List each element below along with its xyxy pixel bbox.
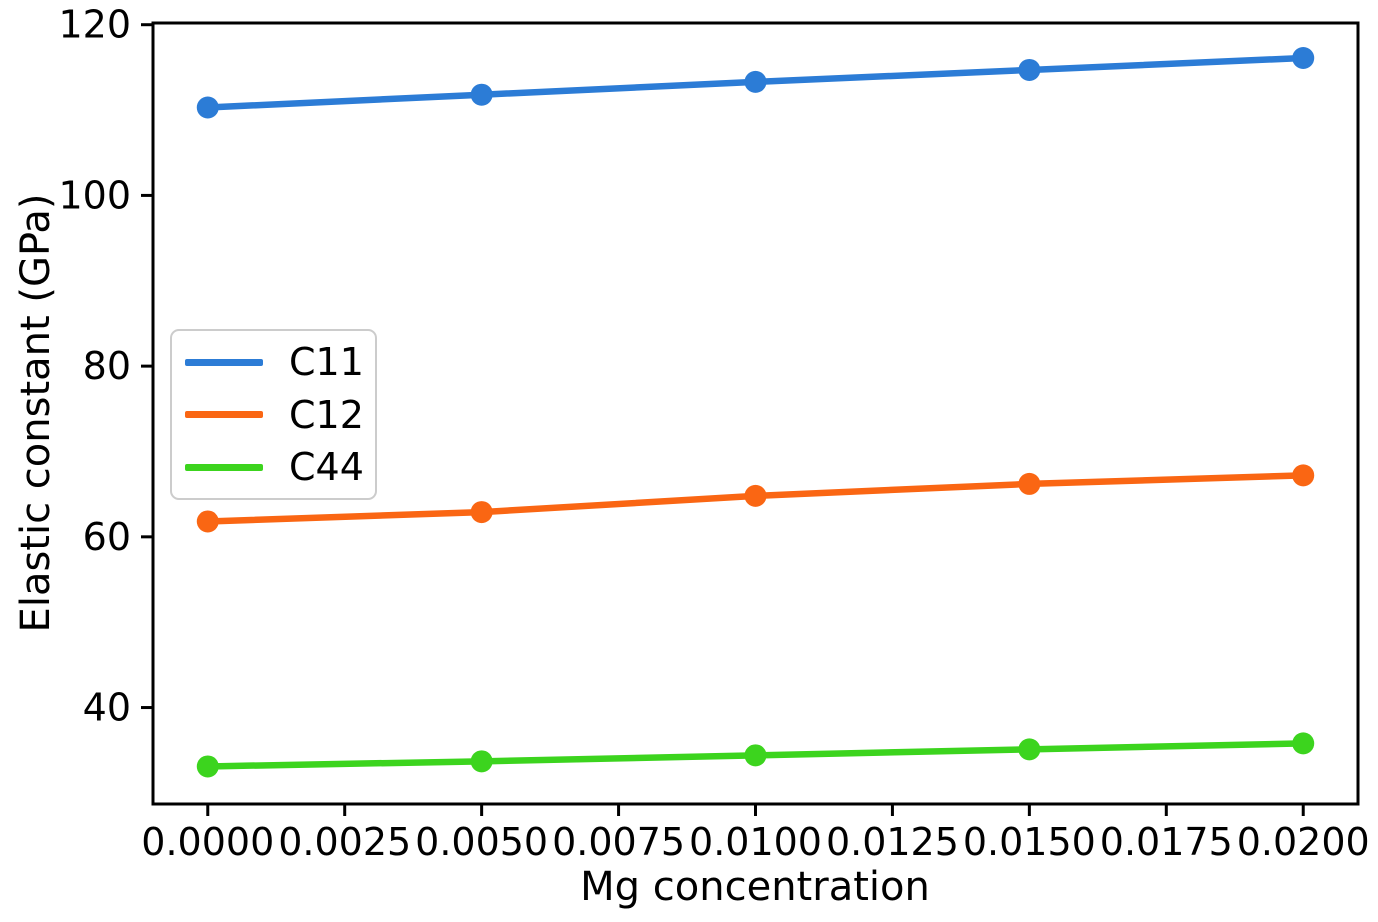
y-tick-label: 60 — [83, 515, 131, 559]
data-point-c12 — [1018, 472, 1041, 495]
data-point-c11 — [196, 96, 219, 119]
data-point-c44 — [196, 755, 219, 778]
x-tick-label: 0.0075 — [552, 820, 685, 864]
data-point-c44 — [744, 744, 767, 767]
x-axis-title: Mg concentration — [580, 864, 930, 910]
data-point-c12 — [470, 501, 493, 524]
legend-swatch-c11 — [185, 358, 263, 366]
data-point-c12 — [1292, 464, 1315, 487]
y-tick-label: 100 — [58, 173, 131, 217]
data-point-c44 — [1018, 738, 1041, 761]
x-tick-label: 0.0200 — [1237, 820, 1370, 864]
data-point-c11 — [1292, 46, 1315, 69]
data-point-c44 — [1292, 732, 1315, 755]
y-tick-label: 120 — [58, 3, 131, 47]
legend-label-c44: C44 — [289, 445, 364, 489]
legend-label-c11: C11 — [289, 340, 364, 384]
axes-frame — [151, 21, 1360, 806]
legend-item-c44: C44 — [185, 448, 364, 486]
x-tick-label: 0.0175 — [1100, 820, 1233, 864]
y-tick-label: 40 — [83, 686, 131, 730]
x-tick-label: 0.0150 — [963, 820, 1096, 864]
x-tick-label: 0.0125 — [826, 820, 959, 864]
legend-label-c12: C12 — [289, 392, 364, 437]
data-point-c11 — [744, 70, 767, 93]
legend-swatch-c44 — [185, 463, 263, 471]
legend-item-c11: C11 — [185, 343, 364, 381]
y-tick-label: 80 — [83, 344, 131, 388]
x-tick-label: 0.0000 — [141, 820, 274, 864]
data-point-c12 — [744, 484, 767, 507]
legend: C11 C12 C44 — [170, 329, 377, 500]
x-tick-label: 0.0050 — [415, 820, 548, 864]
legend-item-c12: C12 — [185, 396, 364, 434]
x-tick-label: 0.0100 — [689, 820, 822, 864]
x-tick-label: 0.0025 — [278, 820, 411, 864]
data-point-c11 — [1018, 58, 1041, 81]
legend-swatch-c12 — [185, 411, 263, 418]
data-point-c44 — [470, 750, 493, 773]
data-point-c11 — [470, 83, 493, 106]
data-point-c12 — [196, 510, 219, 533]
y-axis-title: Elastic constant (GPa) — [13, 193, 59, 633]
